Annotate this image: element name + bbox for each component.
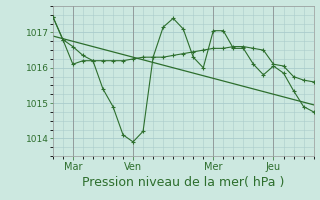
X-axis label: Pression niveau de la mer( hPa ): Pression niveau de la mer( hPa ) [82,176,284,189]
